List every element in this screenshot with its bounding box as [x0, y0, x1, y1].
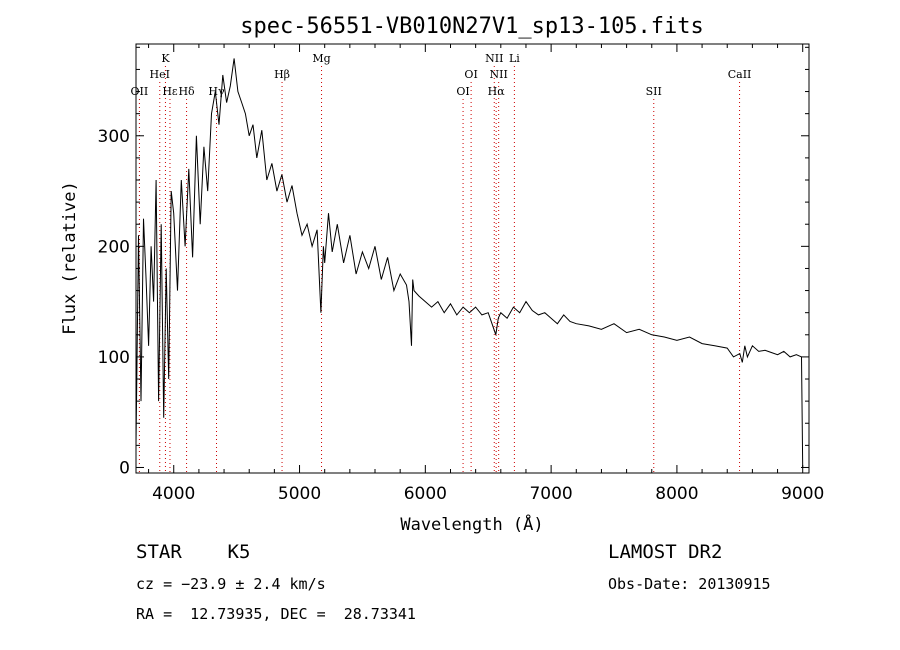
spectral-line-label: CaII — [728, 68, 752, 81]
observation-date: Obs-Date: 20130915 — [608, 575, 771, 593]
spectral-line-label: NII — [490, 68, 508, 81]
x-tick-label: 9000 — [781, 484, 824, 504]
plot-frame — [135, 43, 810, 474]
spectral-line-label: Hδ — [178, 85, 195, 98]
spectral-line-label: Mg — [312, 52, 330, 65]
x-tick-label: 8000 — [655, 484, 698, 504]
y-tick-label: 0 — [119, 458, 130, 478]
spectral-line-label: Hε — [162, 85, 178, 98]
x-axis-label: Wavelength (Å) — [400, 513, 543, 535]
x-tick-label: 4000 — [152, 484, 195, 504]
spectral-line-label: NII — [485, 52, 503, 65]
spectral-line-label: Hγ — [208, 85, 225, 98]
y-tick-label: 300 — [98, 127, 130, 147]
spectral-line-label: OI — [464, 68, 477, 81]
survey-name: LAMOST DR2 — [608, 541, 723, 563]
spectral-line-label: SII — [646, 85, 662, 98]
x-tick-label: 7000 — [529, 484, 572, 504]
x-tick-label: 5000 — [278, 484, 321, 504]
spectral-line-label: Hα — [488, 85, 506, 98]
axis-ticks: 4000 5000 6000 7000 8000 9000 0 100 200 300 — [98, 44, 824, 504]
spectral-line-label: OI — [456, 85, 469, 98]
x-tick-label: 6000 — [404, 484, 447, 504]
object-class: STAR K5 — [136, 541, 251, 563]
spectral-line-label: K — [161, 52, 170, 65]
y-tick-label: 200 — [98, 237, 130, 257]
spectral-line-label: HeI — [150, 68, 170, 81]
ra-dec-coordinates: RA = 12.73935, DEC = 28.73341 — [136, 605, 416, 623]
spectral-line-label: Hβ — [274, 68, 290, 81]
spectrum-series-line — [135, 58, 804, 468]
spectral-line-label: Li — [509, 52, 520, 65]
y-tick-label: 100 — [98, 348, 130, 368]
chart-title: spec-56551-VB010N27V1_sp13-105.fits — [240, 14, 704, 39]
redshift-cz: cz = −23.9 ± 2.4 km/s — [136, 575, 326, 593]
y-axis-label: Flux (relative) — [60, 181, 80, 335]
